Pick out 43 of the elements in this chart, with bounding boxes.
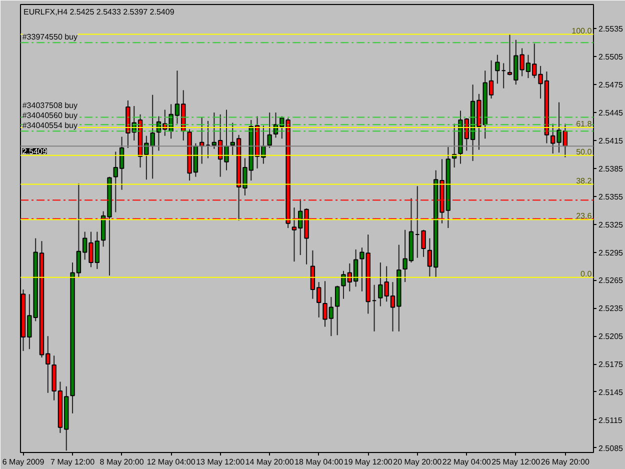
- y-tick-label: 2.5265: [598, 276, 624, 286]
- x-tick-label: 18 May 04:00: [294, 458, 344, 466]
- ref-line-label: #34040554 buy: [22, 121, 78, 130]
- x-tick-label: 22 May 04:00: [442, 458, 492, 466]
- ref-line-label: #33974550 buy: [22, 32, 78, 42]
- annotation: 23.6: [576, 212, 592, 221]
- y-tick-label: 2.5205: [598, 332, 624, 342]
- candlestick: [334, 285, 340, 336]
- annotation: 38.2: [576, 176, 592, 186]
- annotation: 61.8: [576, 119, 592, 128]
- x-tick-label: 20 May 20:00: [393, 458, 442, 466]
- ref-line-label: #34037508 buy: [22, 100, 78, 110]
- y-tick-label: 2.5325: [598, 220, 624, 230]
- y-tick-label: 2.5535: [598, 24, 624, 34]
- ref-line-label: #34040560 buy: [22, 111, 78, 120]
- x-tick-label: 26 May 20:00: [540, 458, 590, 466]
- x-tick-label: 25 May 12:00: [492, 458, 541, 466]
- chart-title: EURLFX,H4 2.5425 2.5433 2.5397 2.5409: [24, 8, 175, 16]
- y-tick-label: 2.5085: [598, 444, 624, 453]
- x-tick-label: 12 May 04:00: [146, 458, 196, 466]
- y-tick-label: 2.5355: [598, 192, 624, 202]
- y-tick-label: 2.5175: [598, 360, 624, 370]
- y-tick-label: 2.5235: [598, 304, 624, 314]
- candlestick: [267, 112, 272, 148]
- y-tick-label: 2.5115: [598, 416, 623, 425]
- annotation: 0.0: [580, 269, 592, 278]
- y-tick-label: 2.5145: [598, 388, 624, 397]
- x-tick-label: 14 May 20:00: [245, 458, 294, 466]
- x-tick-label: 8 May 20:00: [100, 458, 144, 466]
- ref-line-label: 2.5409: [22, 147, 48, 156]
- x-tick-label: 6 May 2009: [2, 458, 45, 466]
- y-tick-label: 2.5415: [598, 136, 624, 146]
- x-tick-label: 19 May 12:00: [344, 458, 393, 466]
- y-tick-label: 2.5295: [598, 248, 624, 258]
- annotation: 50.0: [576, 147, 592, 156]
- candlestick: [421, 229, 426, 258]
- y-tick-label: 2.5445: [598, 108, 624, 118]
- y-tick-label: 2.5475: [598, 80, 624, 90]
- y-tick-label: 2.5385: [598, 164, 624, 174]
- x-tick-label: 7 May 12:00: [50, 458, 96, 466]
- annotation: 100.0: [572, 26, 592, 36]
- y-tick-label: 2.5505: [598, 52, 624, 62]
- x-tick-label: 13 May 12:00: [196, 458, 246, 466]
